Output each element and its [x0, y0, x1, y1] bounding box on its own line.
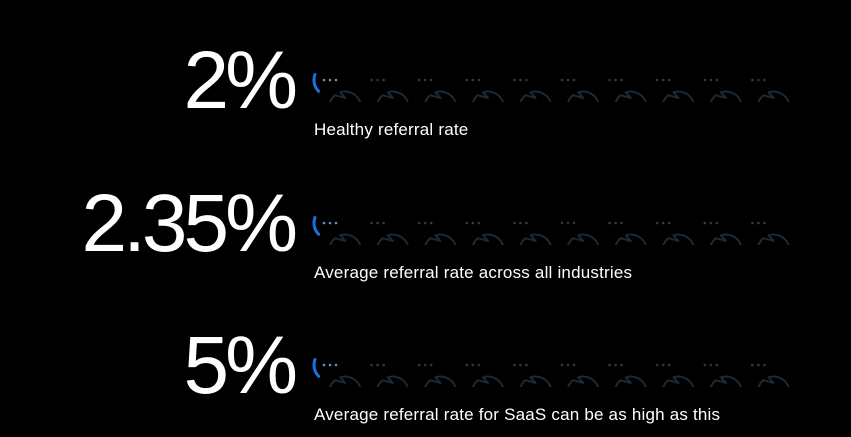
speech-bubble-icon — [655, 221, 695, 245]
speech-bubble-icon — [751, 221, 790, 245]
speech-bubble-icon — [655, 78, 695, 102]
speech-bubble-icon — [417, 363, 457, 387]
stat-row-average: 2.35% Average referral rate across all i… — [0, 183, 851, 293]
progress-arc — [312, 216, 321, 236]
speech-bubble-icon — [312, 73, 362, 102]
stat-value: 2.35% — [81, 178, 298, 269]
speech-bubble-icon — [751, 363, 790, 387]
stat-row-healthy: 2% Healthy referral rate — [0, 40, 851, 150]
progress-arc — [312, 73, 321, 93]
speech-bubble-icon — [560, 221, 600, 245]
stat-row-saas: 5% Average referral rate for SaaS can be… — [0, 325, 851, 435]
speech-bubble-icon — [312, 358, 362, 387]
progress-arc — [312, 358, 321, 378]
speech-bubble-icon — [560, 78, 600, 102]
speech-bubble-icon — [465, 221, 504, 245]
stat-value: 5% — [183, 320, 297, 411]
speech-bubble-icon — [703, 363, 742, 387]
speech-bubble-icon — [703, 221, 742, 245]
speech-bubble-icon — [370, 78, 409, 102]
speech-bubble-icon — [513, 363, 552, 387]
bubble-meter-svg — [312, 216, 790, 245]
speech-bubble-icon — [312, 216, 362, 245]
speech-bubble-icon — [608, 221, 647, 245]
speech-bubble-icon — [513, 78, 552, 102]
bubble-meter-svg — [312, 358, 790, 387]
speech-bubble-icon — [703, 78, 742, 102]
speech-bubble-icon — [417, 221, 457, 245]
speech-bubble-icon — [417, 78, 457, 102]
stat-label: Healthy referral rate — [314, 120, 469, 139]
bubble-meter-svg — [312, 73, 790, 102]
speech-bubble-icon — [560, 363, 600, 387]
speech-bubble-icon — [370, 363, 409, 387]
speech-bubble-icon — [751, 78, 790, 102]
stat-label: Average referral rate for SaaS can be as… — [314, 405, 721, 424]
speech-bubble-icon — [513, 221, 552, 245]
speech-bubble-icon — [608, 78, 647, 102]
speech-bubble-icon — [608, 363, 647, 387]
stat-value: 2% — [183, 35, 297, 126]
speech-bubble-icon — [655, 363, 695, 387]
bubble-meter — [310, 60, 790, 102]
speech-bubble-icon — [465, 78, 504, 102]
bubble-meter — [310, 345, 790, 387]
bubble-meter — [310, 203, 790, 245]
speech-bubble-icon — [370, 221, 409, 245]
speech-bubble-icon — [465, 363, 504, 387]
stat-label: Average referral rate across all industr… — [314, 263, 633, 282]
